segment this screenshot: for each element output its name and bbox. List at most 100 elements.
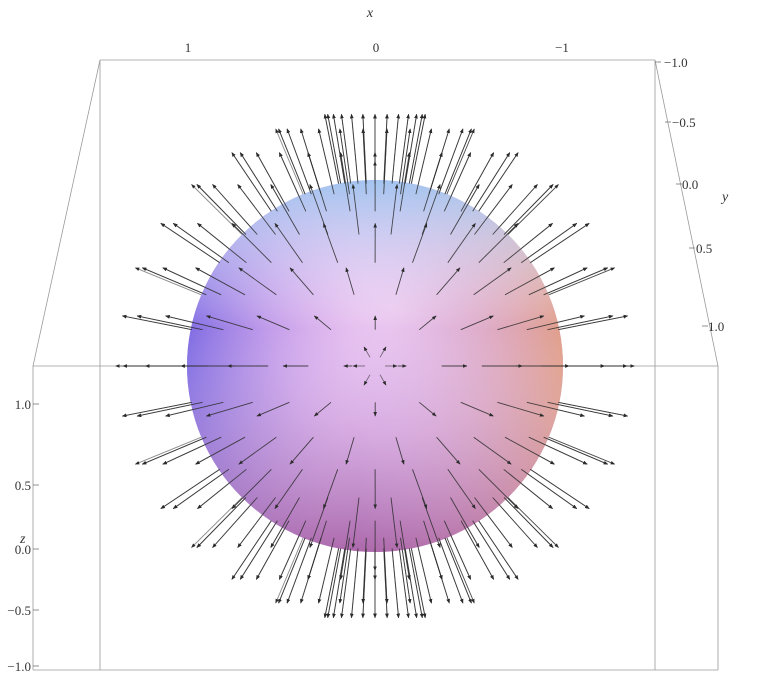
- vector-arrow: [472, 520, 511, 580]
- vector-arrow: [436, 267, 461, 296]
- vector-arrow: [404, 113, 418, 184]
- vector-arrow: [238, 267, 277, 296]
- vector-arrow: [408, 113, 424, 184]
- vector-arrow: [473, 267, 512, 296]
- vector-arrow: [460, 315, 494, 331]
- vector-arrow: [160, 468, 221, 509]
- vector-arrow: [162, 267, 222, 296]
- y-axis: −1.0 −0.5 0.0 0.5 1.0 y: [655, 55, 729, 334]
- vector-arrow: [231, 468, 272, 509]
- vector-arrow: [289, 436, 314, 465]
- vector-arrow: [351, 497, 360, 548]
- z-tick-label: −0.5: [7, 603, 31, 618]
- vector-arrow: [395, 267, 405, 295]
- vector-arrow: [410, 548, 427, 619]
- vector-arrow: [492, 184, 538, 235]
- z-tick-label: −1.0: [7, 659, 31, 674]
- vector-arrow: [338, 128, 350, 195]
- vector-arrow: [428, 537, 450, 604]
- x-axis: 1 0 −1 x: [185, 6, 569, 55]
- vector-arrow: [279, 152, 307, 212]
- vector-arrow: [340, 113, 352, 184]
- vector-arrow: [300, 537, 322, 604]
- vector-arrow: [270, 497, 300, 548]
- vector-arrow: [504, 436, 555, 465]
- vector-arrow: [339, 152, 351, 212]
- vector-arrow: [526, 315, 585, 331]
- vector-arrow: [212, 184, 258, 235]
- vector-arrow: [121, 314, 193, 331]
- vector-arrow: [478, 520, 519, 580]
- vector-arrow: [473, 436, 512, 465]
- vector-arrow: [503, 468, 553, 509]
- vector-arrow: [231, 520, 272, 580]
- vector-arrow: [256, 152, 290, 212]
- vector-arrow: [256, 520, 290, 580]
- vector-arrow: [332, 548, 346, 619]
- vector-arrow: [474, 184, 513, 235]
- y-axis-label: y: [720, 190, 729, 205]
- vector-arrow: [408, 548, 424, 619]
- vector-arrow: [421, 497, 441, 548]
- vector-arrow: [279, 520, 307, 580]
- vector-arrow: [313, 315, 332, 331]
- vector-arrow: [415, 537, 433, 604]
- z-axis: 1.0 0.5 0.0 −0.5 −1.0 z: [7, 397, 39, 674]
- vector-arrow: [446, 537, 475, 604]
- vector-arrow: [162, 436, 222, 465]
- y-tick-label: −1.0: [664, 55, 688, 70]
- vector-arrow: [436, 436, 461, 465]
- x-tick-label: −1: [555, 40, 569, 55]
- vector-arrow: [326, 113, 342, 184]
- vector-arrow: [412, 469, 428, 510]
- vector-arrow: [395, 437, 405, 465]
- vector-arrow: [270, 184, 300, 235]
- y-tick-label: 0.5: [696, 241, 712, 256]
- vector-arrow: [197, 223, 247, 264]
- vector-arrow: [548, 267, 616, 296]
- vector-arrow: [558, 314, 629, 331]
- vector-arrow: [231, 223, 272, 264]
- vector-arrow: [547, 314, 614, 331]
- vector-arrow: [237, 497, 276, 548]
- vector-arrow: [383, 548, 389, 619]
- vector-arrow: [196, 184, 247, 235]
- vector-arrow: [278, 128, 306, 195]
- vector-arrow: [410, 113, 427, 184]
- vector-arrow: [289, 267, 314, 296]
- vector-arrow: [317, 537, 335, 604]
- vector-arrow: [286, 128, 312, 195]
- vector-arrow: [307, 152, 327, 212]
- x-tick-label: 1: [185, 40, 192, 55]
- vector-arrow: [460, 520, 495, 580]
- vector-arrow: [503, 223, 553, 264]
- vector-arrow: [361, 128, 367, 195]
- x-axis-label: x: [366, 6, 374, 21]
- vector-arrow: [438, 537, 464, 604]
- vector-arrow: [350, 113, 359, 184]
- vector-arrows-front: [121, 113, 635, 619]
- vector-arrow: [195, 436, 246, 465]
- vector-arrow: [256, 315, 290, 331]
- vector-arrow: [383, 113, 389, 184]
- vector-arrow: [212, 497, 258, 548]
- z-tick-label: 1.0: [15, 397, 31, 412]
- vector-arrow: [446, 128, 475, 195]
- vector-arrow: [309, 497, 329, 548]
- x-tick-label: 0: [373, 40, 380, 55]
- vector-arrow: [400, 537, 412, 604]
- vector-arrow: [438, 128, 464, 195]
- vector-arrow: [278, 537, 306, 604]
- vector-arrow: [136, 401, 203, 418]
- vector-arrow: [239, 520, 278, 580]
- vector-arrow: [529, 468, 590, 509]
- vector-arrow: [478, 223, 519, 264]
- vector-arrow: [332, 113, 346, 184]
- vector-arrow: [400, 128, 412, 195]
- vector-arrow: [195, 267, 246, 296]
- vector-arrow: [528, 436, 588, 465]
- z-tick-label: 0.0: [15, 542, 31, 557]
- vector-arrow: [398, 548, 410, 619]
- vector-arrow: [351, 184, 360, 235]
